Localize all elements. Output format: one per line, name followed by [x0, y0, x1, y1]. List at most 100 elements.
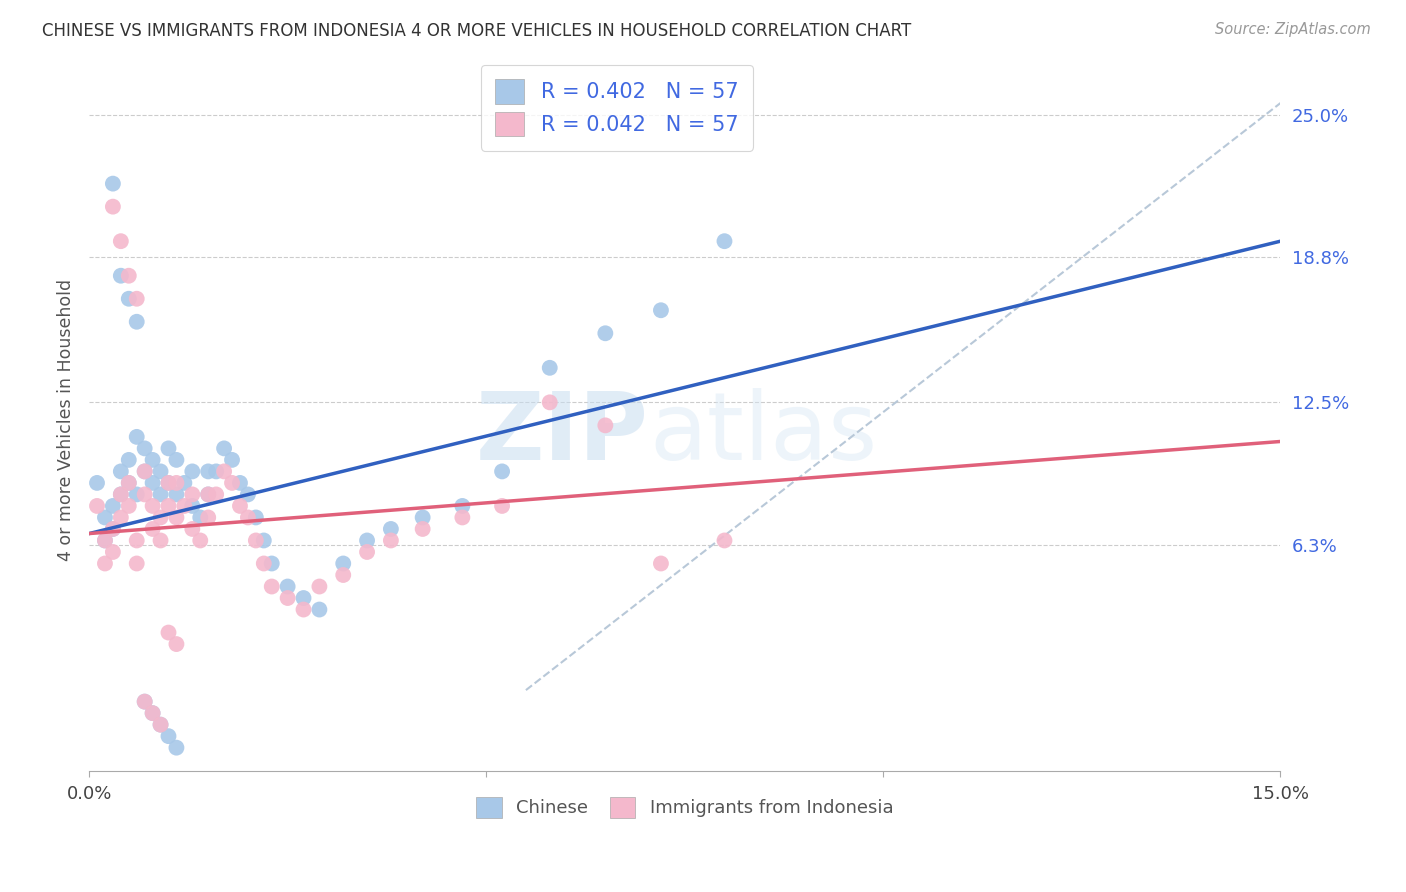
Point	[538, 395, 561, 409]
Text: atlas: atlas	[650, 388, 877, 480]
Legend: Chinese, Immigrants from Indonesia: Chinese, Immigrants from Indonesia	[470, 789, 900, 825]
Point	[134, 464, 156, 478]
Point	[142, 522, 165, 536]
Point	[134, 695, 156, 709]
Point	[101, 177, 124, 191]
Point	[292, 602, 315, 616]
Point	[110, 464, 132, 478]
Point	[181, 464, 204, 478]
Point	[260, 580, 283, 594]
Point	[292, 591, 315, 605]
Point	[134, 487, 156, 501]
Point	[332, 557, 354, 571]
Point	[142, 706, 165, 720]
Point	[149, 464, 172, 478]
Point	[118, 292, 141, 306]
Point	[165, 453, 187, 467]
Point	[412, 522, 434, 536]
Point	[538, 360, 561, 375]
Point	[277, 591, 299, 605]
Point	[412, 510, 434, 524]
Point	[125, 292, 148, 306]
Point	[197, 487, 219, 501]
Point	[134, 442, 156, 456]
Point	[165, 740, 187, 755]
Point	[149, 487, 172, 501]
Point	[181, 522, 204, 536]
Point	[142, 499, 165, 513]
Point	[229, 475, 252, 490]
Point	[110, 487, 132, 501]
Text: ZIP: ZIP	[477, 388, 650, 480]
Point	[197, 487, 219, 501]
Point	[142, 706, 165, 720]
Point	[157, 625, 180, 640]
Point	[277, 580, 299, 594]
Y-axis label: 4 or more Vehicles in Household: 4 or more Vehicles in Household	[58, 278, 75, 561]
Point	[229, 499, 252, 513]
Point	[125, 430, 148, 444]
Point	[197, 510, 219, 524]
Point	[212, 442, 235, 456]
Point	[212, 464, 235, 478]
Point	[595, 326, 617, 341]
Point	[260, 557, 283, 571]
Point	[110, 487, 132, 501]
Point	[118, 475, 141, 490]
Point	[101, 499, 124, 513]
Point	[125, 487, 148, 501]
Point	[94, 533, 117, 548]
Point	[134, 695, 156, 709]
Point	[125, 315, 148, 329]
Point	[110, 234, 132, 248]
Point	[236, 510, 259, 524]
Point	[188, 510, 211, 524]
Point	[101, 545, 124, 559]
Point	[332, 568, 354, 582]
Point	[86, 475, 108, 490]
Point	[356, 545, 378, 559]
Point	[380, 522, 402, 536]
Point	[197, 464, 219, 478]
Point	[173, 475, 195, 490]
Point	[94, 510, 117, 524]
Point	[245, 510, 267, 524]
Point	[491, 499, 513, 513]
Point	[181, 499, 204, 513]
Point	[650, 303, 672, 318]
Point	[181, 487, 204, 501]
Point	[101, 522, 124, 536]
Point	[157, 475, 180, 490]
Point	[253, 533, 276, 548]
Point	[118, 268, 141, 283]
Point	[142, 453, 165, 467]
Point	[221, 453, 243, 467]
Point	[165, 510, 187, 524]
Point	[110, 510, 132, 524]
Point	[713, 234, 735, 248]
Point	[356, 533, 378, 548]
Point	[165, 487, 187, 501]
Point	[253, 557, 276, 571]
Point	[650, 557, 672, 571]
Point	[165, 475, 187, 490]
Point	[451, 510, 474, 524]
Point	[713, 533, 735, 548]
Point	[157, 729, 180, 743]
Point	[157, 475, 180, 490]
Text: CHINESE VS IMMIGRANTS FROM INDONESIA 4 OR MORE VEHICLES IN HOUSEHOLD CORRELATION: CHINESE VS IMMIGRANTS FROM INDONESIA 4 O…	[42, 22, 911, 40]
Point	[118, 499, 141, 513]
Point	[125, 557, 148, 571]
Point	[595, 418, 617, 433]
Point	[308, 602, 330, 616]
Point	[149, 717, 172, 731]
Point	[86, 499, 108, 513]
Point	[110, 268, 132, 283]
Point	[94, 557, 117, 571]
Point	[134, 464, 156, 478]
Point	[149, 717, 172, 731]
Point	[118, 453, 141, 467]
Point	[125, 533, 148, 548]
Point	[188, 533, 211, 548]
Point	[173, 499, 195, 513]
